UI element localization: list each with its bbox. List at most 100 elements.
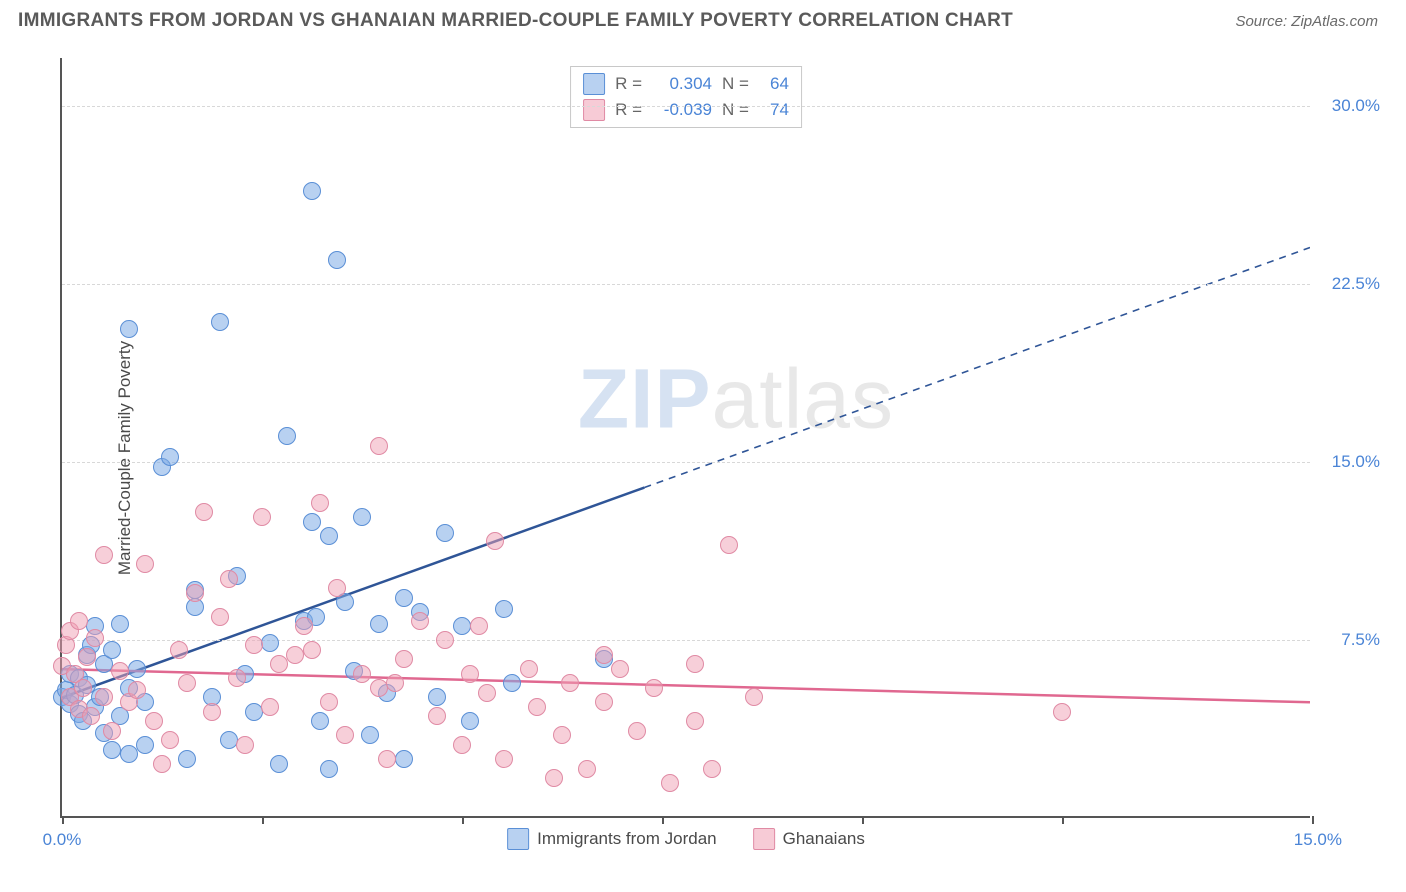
- data-point-a: [270, 755, 288, 773]
- data-point-b: [82, 707, 100, 725]
- data-point-a: [370, 615, 388, 633]
- data-point-a: [328, 251, 346, 269]
- data-point-b: [136, 555, 154, 573]
- data-point-b: [261, 698, 279, 716]
- data-point-b: [86, 629, 104, 647]
- data-point-a: [453, 617, 471, 635]
- data-point-b: [478, 684, 496, 702]
- data-point-b: [703, 760, 721, 778]
- data-point-b: [336, 726, 354, 744]
- data-point-b: [686, 712, 704, 730]
- data-point-a: [245, 703, 263, 721]
- y-tick-label: 7.5%: [1320, 630, 1380, 650]
- data-point-b: [495, 750, 513, 768]
- data-point-b: [453, 736, 471, 754]
- swatch-b: [583, 99, 605, 121]
- gridline-h: [62, 284, 1310, 285]
- data-point-a: [503, 674, 521, 692]
- stats-row-a: R = 0.304 N = 64: [583, 71, 789, 97]
- x-tick: [1312, 816, 1314, 824]
- data-point-b: [428, 707, 446, 725]
- data-point-a: [103, 641, 121, 659]
- watermark-light: atlas: [712, 352, 894, 446]
- data-point-a: [395, 589, 413, 607]
- data-point-b: [236, 736, 254, 754]
- y-tick-label: 30.0%: [1320, 96, 1380, 116]
- chart-title: IMMIGRANTS FROM JORDAN VS GHANAIAN MARRI…: [18, 10, 1013, 32]
- legend-label-a: Immigrants from Jordan: [537, 829, 717, 849]
- data-point-b: [70, 612, 88, 630]
- data-point-b: [103, 722, 121, 740]
- data-point-b: [561, 674, 579, 692]
- data-point-b: [220, 570, 238, 588]
- stat-n-a: 64: [759, 74, 789, 94]
- stat-r-a: 0.304: [652, 74, 712, 94]
- data-point-b: [378, 750, 396, 768]
- data-point-a: [278, 427, 296, 445]
- y-tick-label: 22.5%: [1320, 274, 1380, 294]
- data-point-a: [178, 750, 196, 768]
- data-point-b: [553, 726, 571, 744]
- data-point-a: [136, 736, 154, 754]
- x-tick: [1062, 816, 1064, 824]
- data-point-b: [153, 755, 171, 773]
- data-point-b: [128, 681, 146, 699]
- swatch-a: [507, 828, 529, 850]
- data-point-b: [95, 546, 113, 564]
- data-point-b: [211, 608, 229, 626]
- watermark: ZIPatlas: [578, 351, 894, 448]
- stats-row-b: R = -0.039 N = 74: [583, 97, 789, 123]
- x-tick: [862, 816, 864, 824]
- legend-label-b: Ghanaians: [783, 829, 865, 849]
- data-point-b: [186, 584, 204, 602]
- data-point-a: [220, 731, 238, 749]
- data-point-a: [128, 660, 146, 678]
- data-point-b: [611, 660, 629, 678]
- data-point-b: [270, 655, 288, 673]
- chart-container: Married-Couple Family Poverty ZIPatlas R…: [18, 48, 1388, 868]
- data-point-b: [520, 660, 538, 678]
- legend-item-b: Ghanaians: [753, 828, 865, 850]
- data-point-a: [395, 750, 413, 768]
- data-point-a: [428, 688, 446, 706]
- data-point-b: [386, 674, 404, 692]
- data-point-b: [461, 665, 479, 683]
- legend-item-a: Immigrants from Jordan: [507, 828, 717, 850]
- data-point-b: [311, 494, 329, 512]
- x-tick-label: 15.0%: [1294, 830, 1342, 850]
- data-point-b: [686, 655, 704, 673]
- stat-r-b: -0.039: [652, 100, 712, 120]
- data-point-b: [745, 688, 763, 706]
- stat-r-label: R =: [615, 74, 642, 94]
- data-point-b: [111, 662, 129, 680]
- data-point-b: [161, 731, 179, 749]
- watermark-bold: ZIP: [578, 352, 712, 446]
- data-point-a: [361, 726, 379, 744]
- data-point-b: [370, 679, 388, 697]
- stat-n-b: 74: [759, 100, 789, 120]
- data-point-b: [628, 722, 646, 740]
- data-point-b: [74, 679, 92, 697]
- stat-n-label: N =: [722, 100, 749, 120]
- data-point-b: [395, 650, 413, 668]
- data-point-a: [320, 527, 338, 545]
- data-point-b: [645, 679, 663, 697]
- data-point-b: [528, 698, 546, 716]
- data-point-a: [161, 448, 179, 466]
- data-point-a: [120, 320, 138, 338]
- swatch-b: [753, 828, 775, 850]
- stat-r-label: R =: [615, 100, 642, 120]
- data-point-a: [303, 182, 321, 200]
- data-point-b: [436, 631, 454, 649]
- gridline-h: [62, 462, 1310, 463]
- data-point-a: [103, 741, 121, 759]
- data-point-b: [170, 641, 188, 659]
- data-point-b: [595, 693, 613, 711]
- swatch-a: [583, 73, 605, 95]
- data-point-b: [203, 703, 221, 721]
- data-point-a: [111, 615, 129, 633]
- data-point-b: [78, 648, 96, 666]
- data-point-b: [720, 536, 738, 554]
- data-point-b: [370, 437, 388, 455]
- data-point-a: [303, 513, 321, 531]
